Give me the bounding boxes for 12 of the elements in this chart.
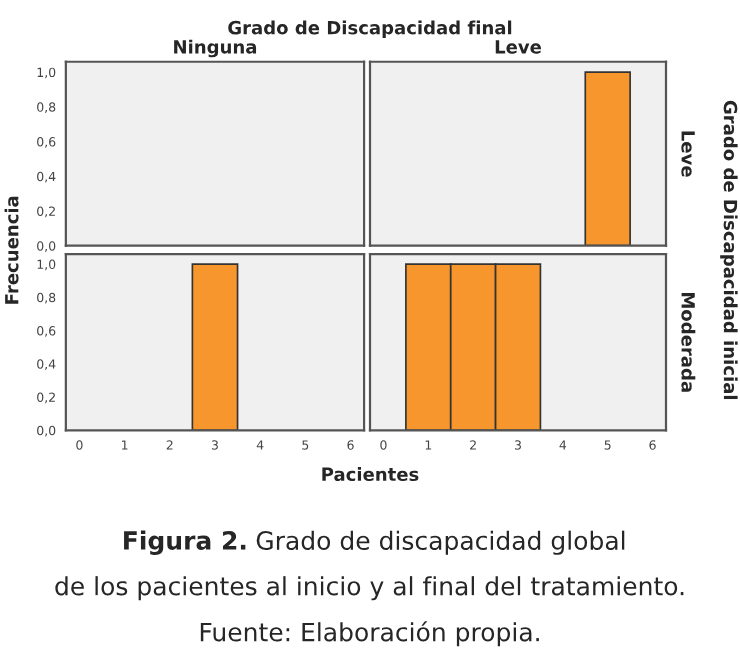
text: Grado de Discapacidad final (228, 20, 512, 38)
y2-axis-title: Leve (681, 131, 695, 177)
chart-title: Ninguna (174, 39, 257, 58)
chart-title: Leve (495, 40, 542, 54)
text: de los pacientes al inicio y al final del tratamiento. (55, 576, 684, 601)
source-note: Fuente: Elaboración propia. (200, 621, 539, 647)
text: Grado de discapacidad global (256, 530, 625, 555)
text: Figura 2. (124, 530, 246, 555)
text: Frecuencia (4, 196, 19, 304)
text: Pacientes (322, 467, 419, 482)
y2-axis-title: Moderada (681, 293, 696, 392)
text: Grado de Discapacidad inicial (720, 100, 738, 400)
